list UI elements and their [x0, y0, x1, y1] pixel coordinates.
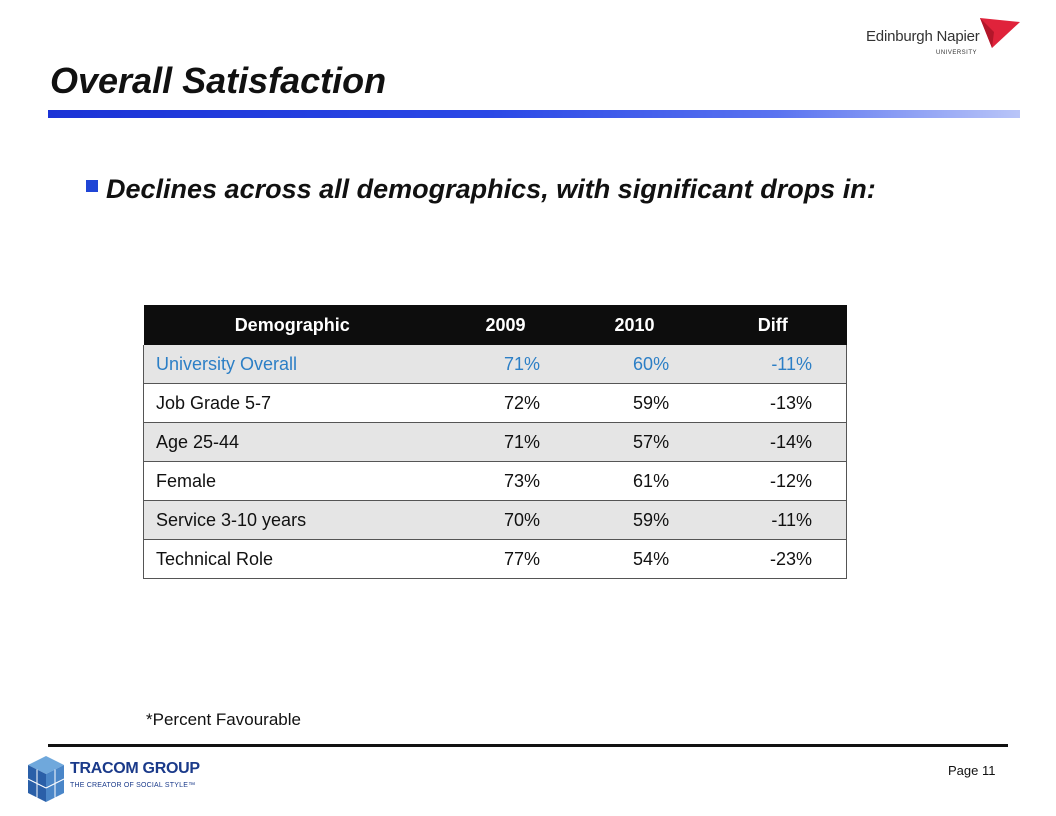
- footer-divider: [48, 744, 1008, 747]
- cell-2009: 70%: [440, 500, 570, 540]
- bullet-square-icon: [86, 180, 98, 192]
- cell-demographic: Service 3-10 years: [142, 500, 441, 540]
- header-diff: Diff: [699, 305, 847, 345]
- cell-demographic: University Overall: [142, 345, 441, 384]
- table-row: University Overall 71% 60% -11%: [142, 345, 848, 384]
- cell-2010: 59%: [570, 383, 700, 423]
- tracom-tagline: THE CREATOR OF SOCIAL STYLE™: [70, 782, 196, 789]
- table-row: Female 73% 61% -12%: [142, 461, 848, 501]
- cell-2009: 71%: [440, 422, 570, 462]
- cell-2010: 54%: [570, 539, 700, 579]
- table-row: Technical Role 77% 54% -23%: [142, 539, 848, 579]
- header-2009: 2009: [440, 305, 570, 345]
- cell-diff: -13%: [699, 383, 848, 423]
- page-number: Page 11: [948, 763, 996, 778]
- title-underline: [48, 110, 1020, 118]
- cell-2010: 60%: [570, 345, 700, 384]
- cell-2009: 77%: [440, 539, 570, 579]
- cell-demographic: Female: [142, 461, 441, 501]
- tracom-name: TRACOM GROUP: [70, 760, 200, 777]
- bullet-point: Declines across all demographics, with s…: [86, 172, 986, 206]
- cell-2010: 61%: [570, 461, 700, 501]
- table-header-row: Demographic 2009 2010 Diff: [143, 305, 847, 345]
- header-2010: 2010: [570, 305, 700, 345]
- cell-diff: -11%: [699, 500, 848, 540]
- tracom-cube-icon: [27, 756, 65, 802]
- cell-demographic: Age 25-44: [142, 422, 441, 462]
- cell-2010: 57%: [570, 422, 700, 462]
- cell-diff: -12%: [699, 461, 848, 501]
- bullet-text: Declines across all demographics, with s…: [106, 174, 876, 204]
- logo-sub: UNIVERSITY: [936, 50, 978, 56]
- cell-2009: 71%: [440, 345, 570, 384]
- cell-demographic: Technical Role: [142, 539, 441, 579]
- cell-diff: -14%: [699, 422, 848, 462]
- edinburgh-napier-logo: Edinburgh Napier UNIVERSITY: [862, 16, 1022, 72]
- table-row: Age 25-44 71% 57% -14%: [142, 422, 848, 462]
- footnote: *Percent Favourable: [146, 710, 301, 729]
- cell-diff: -23%: [699, 539, 848, 579]
- satisfaction-table: Demographic 2009 2010 Diff University Ov…: [142, 305, 848, 579]
- header-demographic: Demographic: [143, 305, 441, 345]
- page-title: Overall Satisfaction: [50, 60, 387, 101]
- table-row: Service 3-10 years 70% 59% -11%: [142, 500, 848, 540]
- table-row: Job Grade 5-7 72% 59% -13%: [142, 383, 848, 423]
- cell-2009: 73%: [440, 461, 570, 501]
- tracom-logo: TRACOM GROUP THE CREATOR OF SOCIAL STYLE…: [26, 752, 216, 808]
- napier-flag-icon: [980, 18, 1020, 48]
- cell-2009: 72%: [440, 383, 570, 423]
- cell-diff: -11%: [699, 345, 848, 384]
- cell-2010: 59%: [570, 500, 700, 540]
- logo-name: Edinburgh Napier: [866, 28, 980, 45]
- cell-demographic: Job Grade 5-7: [142, 383, 441, 423]
